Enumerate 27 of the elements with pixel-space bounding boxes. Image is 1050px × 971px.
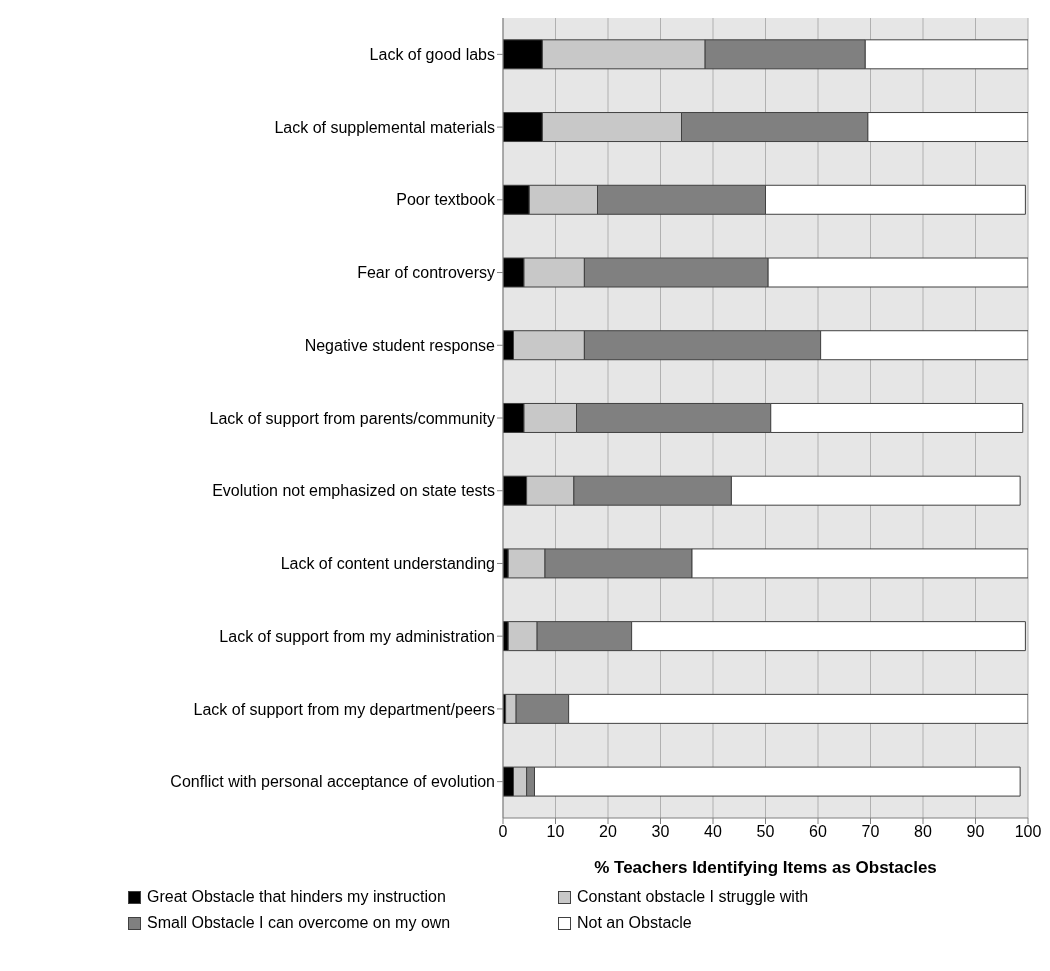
legend-label: Great Obstacle that hinders my instruction <box>147 888 446 906</box>
x-axis-title: % Teachers Identifying Items as Obstacles <box>594 858 937 877</box>
y-tick-label: Lack of content understanding <box>280 555 495 573</box>
y-tick-label: Fear of controversy <box>357 264 495 282</box>
legend-label: Small Obstacle I can overcome on my own <box>147 914 451 932</box>
y-tick-label: Negative student response <box>304 336 496 354</box>
legend-label: Constant obstacle I struggle with <box>577 888 809 906</box>
x-tick-label: 60 <box>809 823 827 841</box>
x-tick-label: 90 <box>966 823 985 841</box>
y-tick-label: Lack of support from my department/peers <box>193 700 495 718</box>
x-tick-label: 20 <box>599 823 617 841</box>
y-tick-label: Lack of supplemental materials <box>274 118 495 136</box>
x-tick-label: 50 <box>756 823 775 841</box>
x-tick-label: 10 <box>546 823 565 841</box>
x-tick-label: 80 <box>914 823 932 841</box>
x-tick-label: 0 <box>498 823 508 841</box>
x-tick-label: 40 <box>704 823 722 841</box>
y-tick-label: Lack of good labs <box>369 46 495 64</box>
y-tick-label: Lack of support from parents/community <box>209 409 495 427</box>
y-tick-label: Conflict with personal acceptance of evolution <box>170 773 495 791</box>
x-tick-label: 70 <box>861 823 880 841</box>
y-tick-label: Poor textbook <box>396 191 496 209</box>
x-tick-label: 30 <box>651 823 670 841</box>
legend-label: Not an Obstacle <box>577 914 692 932</box>
y-tick-label: Evolution not emphasized on state tests <box>212 482 495 500</box>
x-tick-label: 100 <box>1014 823 1042 841</box>
y-tick-label: Lack of support from my administration <box>219 627 495 645</box>
